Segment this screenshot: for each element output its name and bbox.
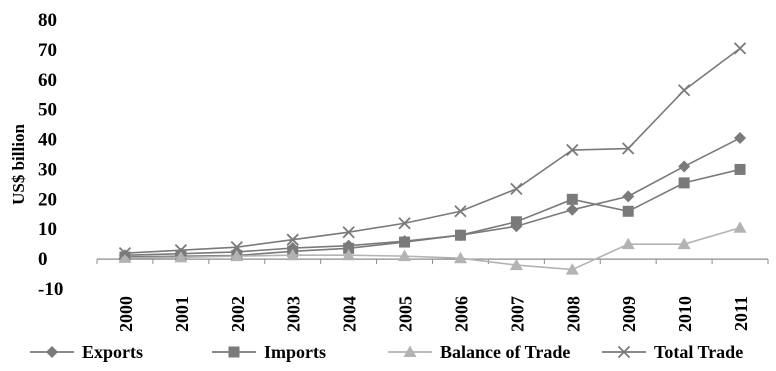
- y-tick-label: 70: [38, 40, 57, 61]
- y-tick-label: 30: [38, 159, 57, 180]
- x-tick-label: 2004: [340, 296, 360, 332]
- data-point-total-trade: [677, 84, 691, 97]
- data-point-balance-of-trade: [621, 237, 635, 250]
- data-point-balance-of-trade: [733, 221, 747, 233]
- data-point-balance-of-trade: [230, 249, 244, 262]
- data-point-imports: [399, 236, 411, 248]
- series-line-total-trade: [124, 47, 741, 254]
- data-point-total-trade: [733, 42, 747, 55]
- legend-item-imports: Imports: [212, 342, 326, 362]
- x-marker-stroke: [454, 205, 467, 218]
- y-tick-label: 10: [38, 219, 57, 240]
- x-marker-stroke: [566, 143, 579, 157]
- legend-label: Total Trade: [654, 342, 743, 362]
- x-tick-label: 2003: [284, 296, 304, 332]
- x-marker-stroke: [398, 217, 411, 230]
- data-point-imports: [566, 193, 578, 205]
- legend-marker-triangle: [403, 345, 417, 357]
- x-tick-label: 2011: [731, 296, 751, 331]
- data-point-balance-of-trade: [342, 248, 356, 261]
- x-tick-label: 2002: [228, 296, 248, 332]
- data-point-total-trade: [566, 143, 579, 157]
- legend-item-balance-of-trade: Balance of Trade: [388, 342, 570, 362]
- x-marker-stroke: [342, 226, 355, 239]
- y-tick-label: -10: [38, 279, 63, 300]
- x-tick-label: 2001: [172, 296, 192, 332]
- data-point-balance-of-trade: [565, 263, 579, 275]
- x-marker-stroke: [617, 345, 631, 359]
- data-point-balance-of-trade: [677, 237, 691, 250]
- data-point-total-trade: [510, 182, 523, 196]
- data-point-exports: [734, 132, 747, 145]
- x-tick-label: 2008: [563, 296, 583, 332]
- x-tick-label: 2000: [116, 296, 136, 332]
- x-tick-label: 2007: [507, 296, 527, 332]
- x-marker-stroke: [733, 42, 747, 55]
- y-tick-label: 0: [38, 249, 48, 270]
- legend-label: Imports: [264, 342, 326, 362]
- x-marker-stroke: [174, 244, 188, 257]
- data-point-total-trade: [398, 217, 411, 230]
- data-point-exports: [678, 160, 691, 173]
- x-marker-stroke: [510, 182, 523, 196]
- data-point-balance-of-trade: [453, 251, 467, 264]
- series-line-exports: [124, 137, 741, 257]
- data-point-total-trade: [174, 244, 188, 257]
- legend-item-exports: Exports: [30, 342, 143, 362]
- data-point-total-trade: [118, 246, 132, 260]
- y-tick-label: 60: [38, 70, 57, 91]
- x-tick-label: 2010: [675, 296, 695, 332]
- legend-marker-x: [617, 345, 631, 359]
- data-point-balance-of-trade: [509, 258, 523, 271]
- y-tick-label: 80: [38, 10, 57, 31]
- x-marker-stroke: [677, 84, 691, 97]
- legend: Exports Imports Balance of Trade Total Trad…: [30, 342, 743, 362]
- x-marker-stroke: [118, 246, 132, 260]
- x-tick-label: 2009: [619, 296, 639, 332]
- legend-marker-square: [228, 346, 240, 358]
- x-marker-stroke: [622, 142, 635, 155]
- series-layer: [118, 42, 747, 275]
- data-point-imports: [454, 229, 466, 241]
- x-marker-stroke: [286, 233, 299, 246]
- legend-marker-diamond: [46, 346, 58, 358]
- data-point-imports: [343, 242, 355, 254]
- data-point-balance-of-trade: [118, 251, 132, 263]
- y-tick-label: 20: [38, 189, 57, 210]
- data-point-total-trade: [622, 142, 635, 155]
- y-tick-label: 40: [38, 130, 57, 151]
- data-point-balance-of-trade: [286, 248, 300, 261]
- data-point-balance-of-trade: [398, 249, 412, 262]
- y-tick-label: 50: [38, 100, 57, 121]
- data-point-imports: [734, 163, 746, 175]
- legend-label: Exports: [82, 342, 143, 362]
- data-point-total-trade: [342, 226, 355, 239]
- data-point-imports: [510, 216, 522, 228]
- data-point-total-trade: [454, 205, 467, 218]
- data-point-exports: [566, 203, 579, 216]
- legend-label: Balance of Trade: [440, 342, 570, 362]
- data-point-total-trade: [286, 233, 299, 246]
- data-point-imports: [678, 177, 690, 189]
- data-point-exports: [622, 190, 635, 203]
- data-point-imports: [622, 205, 634, 217]
- x-marker-stroke: [230, 241, 243, 254]
- data-point-total-trade: [230, 241, 243, 254]
- x-tick-label: 2005: [396, 296, 416, 332]
- series-line-balance-of-trade: [124, 226, 741, 271]
- x-tick-label: 2006: [451, 296, 471, 332]
- data-point-balance-of-trade: [174, 250, 188, 263]
- legend-item-total-trade: Total Trade: [602, 342, 743, 362]
- y-axis-label: US$ billion: [9, 124, 28, 205]
